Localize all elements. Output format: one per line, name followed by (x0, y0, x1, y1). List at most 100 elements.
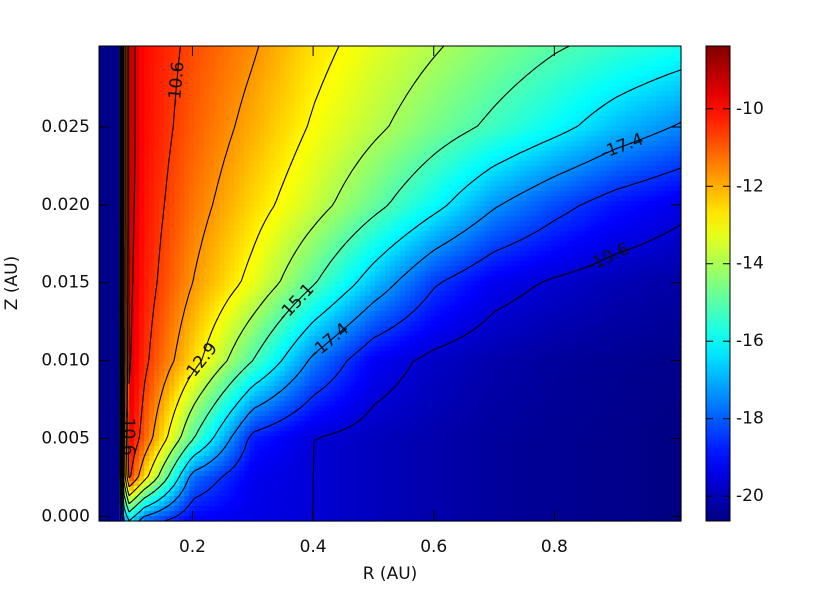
heat-cell (109, 211, 115, 217)
heat-cell (329, 191, 336, 197)
heat-cell (480, 141, 486, 147)
heat-cell (565, 116, 572, 122)
heat-cell (670, 221, 677, 227)
heat-cell (274, 116, 281, 122)
heat-cell (224, 236, 231, 242)
heat-cell (400, 226, 406, 232)
heat-cell (324, 136, 331, 142)
heat-cell (169, 241, 175, 247)
heat-cell (294, 76, 301, 82)
heat-cell (410, 161, 416, 167)
heat-cell (425, 241, 431, 247)
heat-cell (169, 96, 175, 102)
heat-cell (249, 71, 256, 77)
heat-cell (510, 231, 517, 237)
heat-cell (109, 161, 115, 167)
heat-cell (254, 221, 261, 227)
heat-cell (254, 181, 261, 187)
heat-cell (194, 86, 200, 92)
heat-cell (289, 136, 296, 142)
heat-cell (109, 126, 115, 132)
heat-cell (364, 226, 371, 232)
heat-cell (374, 161, 381, 167)
heat-cell (585, 131, 592, 137)
heat-cell (284, 121, 291, 127)
heat-cell (219, 251, 226, 257)
heat-cell (144, 176, 150, 182)
heat-cell (565, 71, 572, 77)
heat-cell (334, 171, 341, 177)
heat-cell (530, 216, 537, 222)
heat-cell (390, 101, 396, 107)
heat-cell (139, 231, 145, 237)
heat-cell (650, 221, 657, 227)
heat-cell (159, 56, 165, 62)
heat-cell (349, 76, 356, 82)
heat-cell (485, 166, 491, 172)
heat-cell (500, 111, 506, 117)
heat-cell (390, 121, 396, 127)
heat-cell (144, 61, 150, 67)
heat-cell (269, 106, 276, 112)
heat-cell (675, 251, 682, 257)
heat-cell (199, 251, 205, 257)
heat-cell (665, 126, 672, 132)
heat-cell (430, 236, 436, 242)
heat-cell (359, 181, 366, 187)
heat-cell (460, 201, 466, 207)
heat-cell (650, 206, 657, 212)
heat-cell (169, 91, 175, 97)
heat-cell (535, 126, 542, 132)
heat-cell (294, 46, 301, 52)
heat-cell (109, 151, 115, 157)
heat-cell (645, 61, 652, 67)
heat-cell (134, 61, 140, 67)
heat-cell (354, 196, 361, 202)
heat-cell (500, 181, 506, 187)
heat-cell (279, 136, 286, 142)
heat-cell (455, 101, 461, 107)
heat-cell (109, 176, 115, 182)
heat-cell (344, 81, 351, 87)
heat-cell (164, 111, 170, 117)
heat-cell (229, 196, 236, 202)
heat-cell (520, 146, 527, 152)
heat-cell (269, 131, 276, 137)
heat-cell (364, 106, 371, 112)
heat-cell (319, 66, 326, 72)
heat-cell (660, 201, 667, 207)
heat-cell (334, 246, 341, 252)
heat-cell (550, 236, 557, 242)
heat-cell (480, 221, 486, 227)
heat-cell (144, 171, 150, 177)
heat-cell (480, 236, 486, 242)
heat-cell (580, 126, 587, 132)
heat-cell (650, 56, 657, 62)
heat-cell (460, 146, 466, 152)
heat-cell (179, 226, 185, 232)
heat-cell (254, 91, 261, 97)
heat-cell (244, 196, 251, 202)
heat-cell (104, 256, 110, 262)
heat-cell (329, 141, 336, 147)
heat-cell (274, 231, 281, 237)
heat-cell (525, 61, 532, 67)
heat-cell (294, 66, 301, 72)
heat-cell (565, 146, 572, 152)
heat-cell (400, 61, 406, 67)
heat-cell (299, 211, 306, 217)
heat-cell (284, 136, 291, 142)
heat-cell (269, 246, 276, 252)
heat-cell (334, 221, 341, 227)
heat-cell (425, 66, 431, 72)
heat-cell (254, 171, 261, 177)
heat-cell (199, 101, 205, 107)
heat-cell (515, 181, 522, 187)
heat-cell (349, 101, 356, 107)
heat-cell (129, 236, 135, 242)
heat-cell (425, 81, 431, 87)
heat-cell (480, 111, 486, 117)
heat-cell (525, 76, 532, 82)
heat-cell (440, 141, 446, 147)
heat-cell (209, 201, 215, 207)
